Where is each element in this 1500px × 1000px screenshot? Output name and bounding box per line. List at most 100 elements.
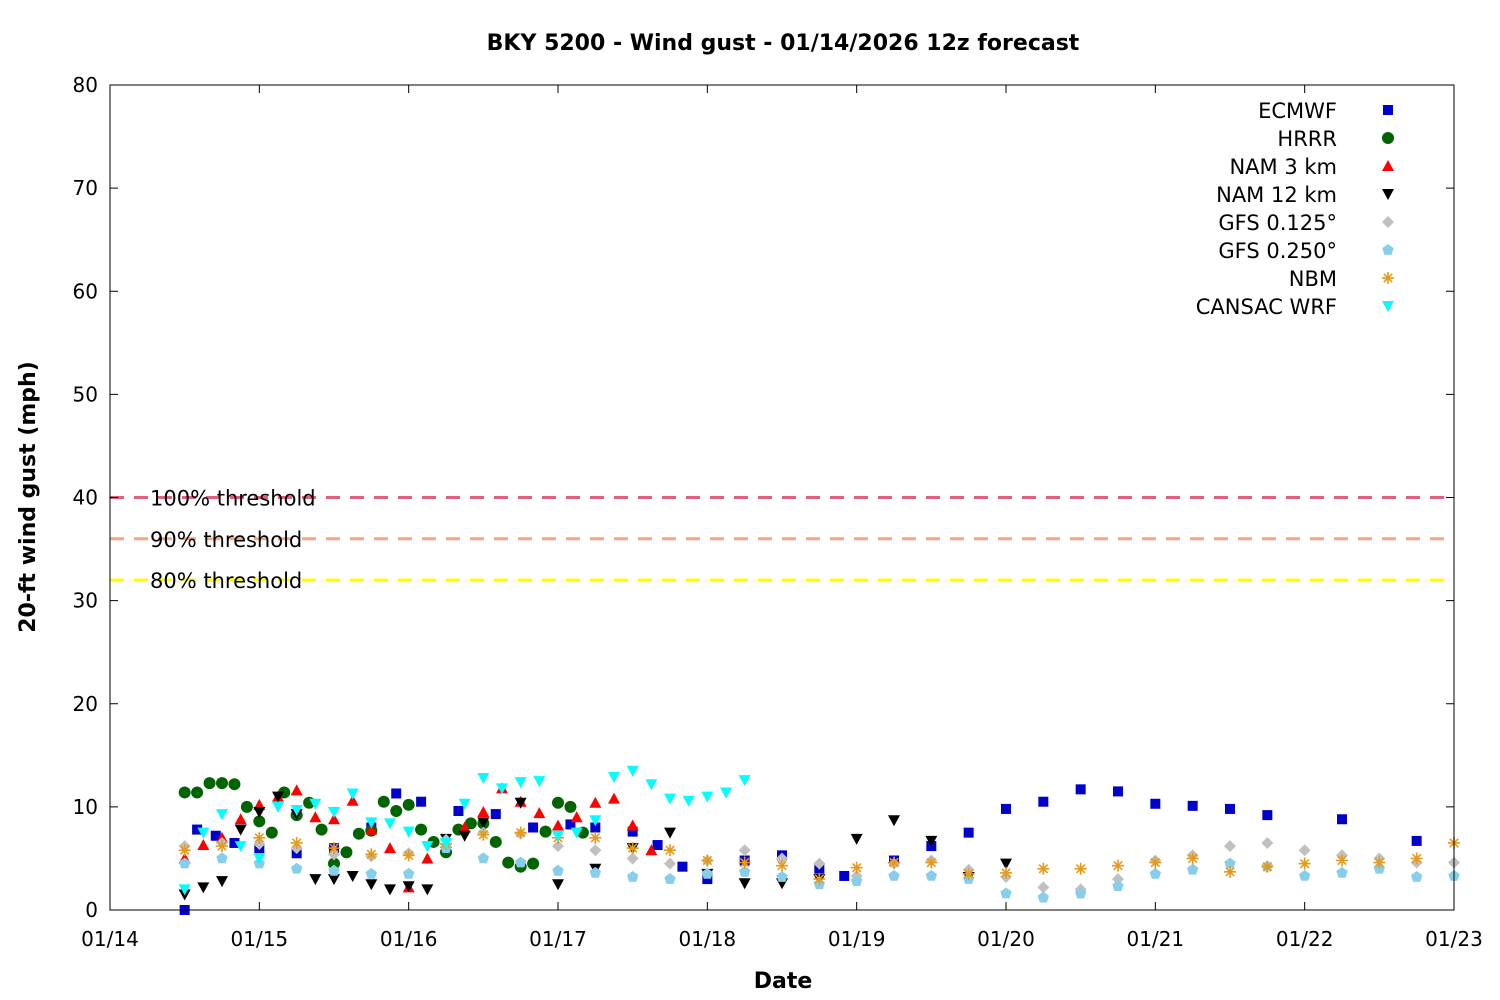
data-point [565, 819, 576, 830]
data-point [309, 811, 322, 823]
legend-label: GFS 0.250° [1218, 239, 1337, 263]
data-point [346, 870, 359, 882]
data-point [533, 807, 546, 819]
data-point [1112, 873, 1124, 886]
data-point [1224, 857, 1236, 869]
data-point [888, 870, 900, 881]
data-point [1075, 887, 1087, 899]
data-point [701, 791, 714, 803]
data-point [1299, 870, 1311, 881]
data-point [589, 844, 602, 857]
data-point [1224, 840, 1236, 853]
data-point [390, 805, 403, 817]
x-tick-label: 01/21 [1127, 927, 1185, 951]
data-point [1298, 857, 1311, 870]
legend-marker [1382, 132, 1394, 144]
x-tick-label: 01/23 [1425, 927, 1483, 951]
data-point [402, 881, 415, 893]
data-point [1224, 865, 1236, 878]
data-point [477, 773, 490, 784]
data-point [192, 824, 203, 835]
data-point [178, 844, 191, 857]
data-point [552, 796, 564, 809]
data-point [384, 842, 396, 854]
data-point [1336, 854, 1348, 867]
data-point [228, 778, 241, 791]
data-point [1112, 880, 1124, 892]
data-point [738, 856, 751, 869]
y-tick-label: 20 [73, 692, 98, 716]
data-point [1187, 863, 1199, 875]
data-point [203, 777, 216, 790]
data-point [1187, 800, 1198, 811]
data-point [240, 800, 253, 813]
x-tick-label: 01/19 [828, 927, 886, 951]
y-tick-label: 40 [73, 486, 98, 510]
data-point [850, 833, 863, 845]
data-point [490, 809, 501, 820]
data-point [1186, 852, 1199, 865]
data-point [552, 864, 564, 876]
data-point [365, 867, 377, 879]
data-point [608, 792, 620, 804]
data-point [515, 856, 527, 868]
data-point [589, 831, 602, 844]
legend-label: GFS 0.125° [1218, 211, 1337, 235]
data-point [1001, 803, 1011, 814]
data-point [309, 874, 322, 886]
y-tick-label: 70 [73, 176, 98, 200]
data-point [477, 852, 489, 864]
data-point [1337, 814, 1347, 825]
data-point [346, 788, 359, 800]
data-point [253, 831, 266, 844]
y-tick-label: 80 [73, 73, 98, 97]
data-point [216, 840, 228, 853]
data-point [720, 787, 732, 799]
x-tick-label: 01/22 [1276, 927, 1334, 951]
data-point [1113, 786, 1123, 797]
chart-title: BKY 5200 - Wind gust - 01/14/2026 12z fo… [487, 31, 1080, 56]
data-point [477, 828, 490, 841]
data-point [229, 837, 240, 848]
y-axis-ticks: 0 10 20 30 40 50 60 70 80 [73, 73, 1454, 922]
data-point [1038, 796, 1049, 807]
data-point [626, 842, 639, 855]
data-point [477, 806, 490, 818]
data-point [352, 827, 365, 840]
data-point [197, 882, 210, 894]
data-point [391, 788, 402, 799]
x-tick-label: 01/16 [380, 927, 438, 951]
data-point [664, 873, 676, 884]
data-point [1261, 836, 1274, 849]
data-point [328, 842, 340, 855]
data-point [216, 852, 228, 864]
data-point [216, 777, 228, 790]
x-axis-label: Date [754, 969, 813, 994]
data-point [453, 806, 464, 816]
data-point [416, 796, 427, 807]
y-tick-label: 0 [85, 898, 98, 922]
data-point [402, 826, 415, 838]
data-point [626, 765, 639, 777]
x-tick-label: 01/17 [529, 927, 587, 951]
data-point [539, 825, 552, 838]
data-point [528, 822, 539, 833]
x-tick-label: 01/20 [977, 927, 1035, 951]
data-point [589, 866, 601, 878]
data-point [415, 823, 428, 836]
y-tick-label: 10 [73, 795, 98, 819]
data-point [738, 844, 751, 857]
legend-marker [1382, 301, 1394, 312]
data-point [464, 817, 477, 830]
data-point [1336, 866, 1348, 878]
data-point [328, 874, 340, 886]
data-point [458, 830, 471, 842]
data-point [402, 798, 415, 811]
legend-marker [1382, 216, 1394, 228]
data-point [1411, 835, 1422, 846]
data-point [552, 879, 564, 891]
legend-marker [1382, 272, 1394, 284]
data-point [813, 873, 826, 886]
data-point [664, 857, 676, 870]
